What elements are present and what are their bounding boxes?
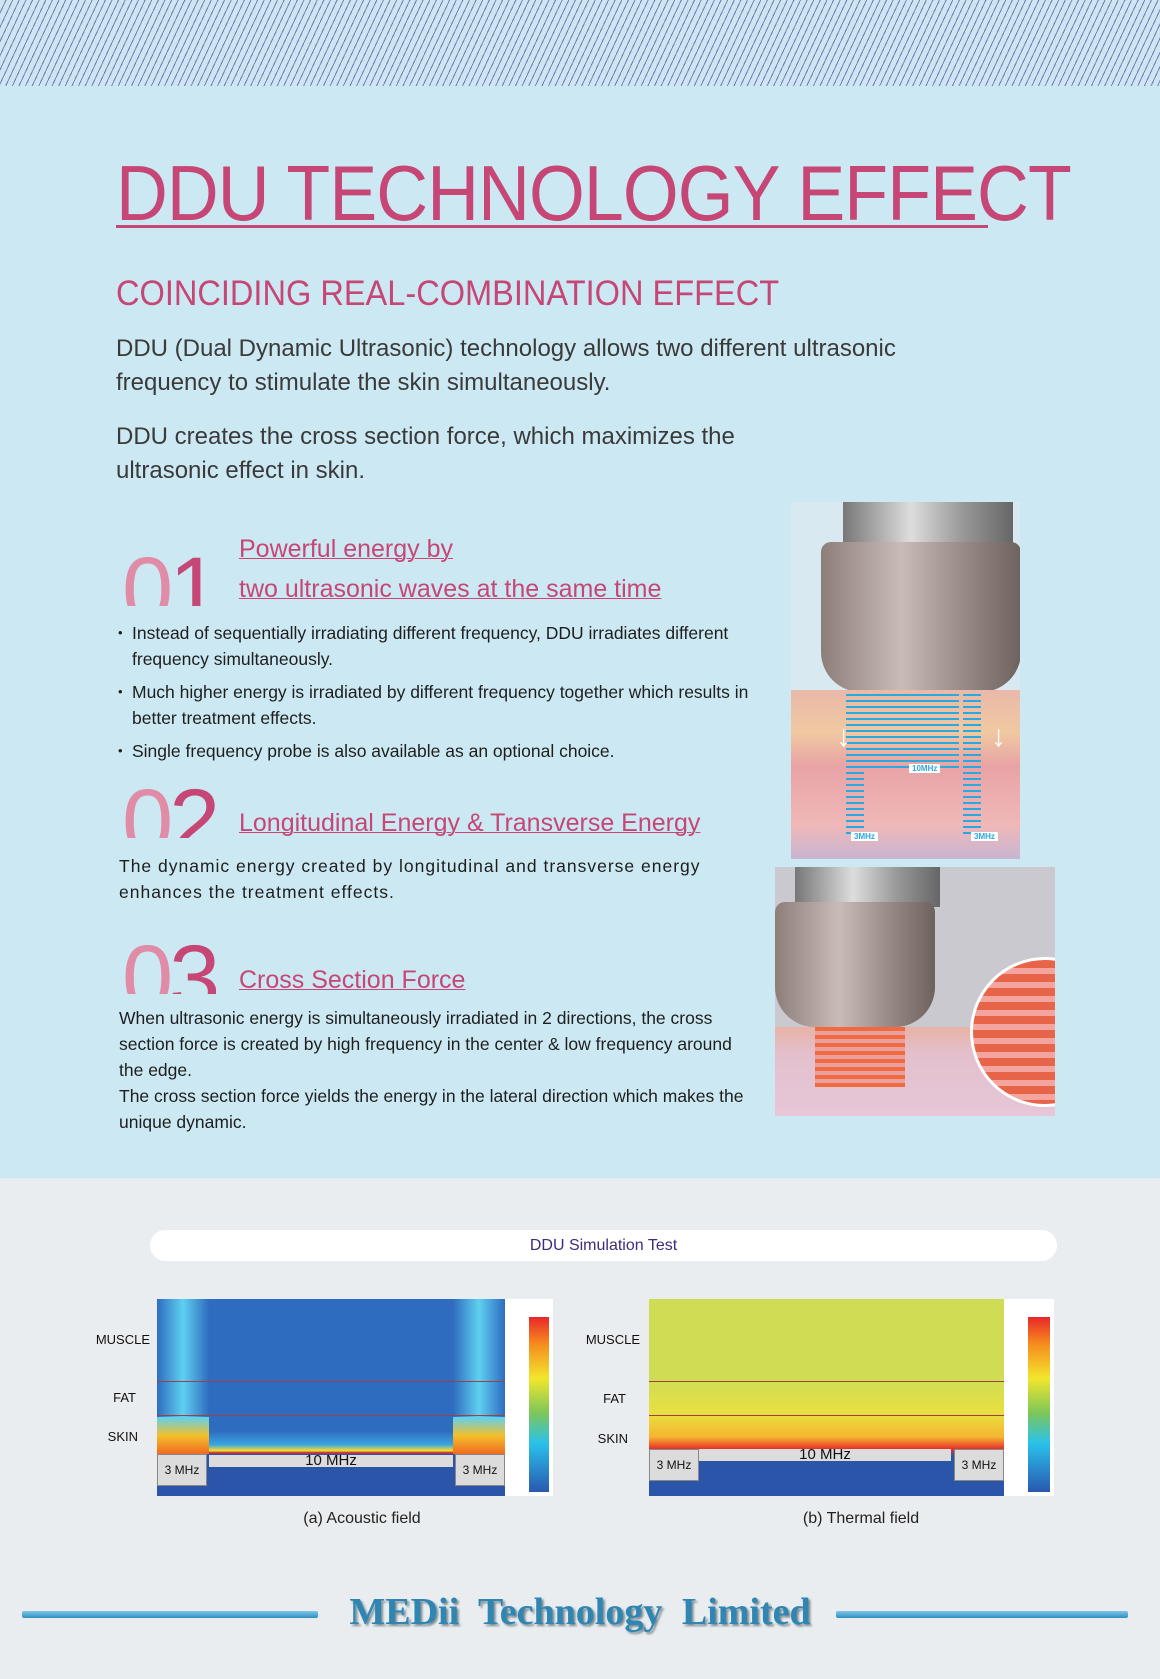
section-heading-02: Longitudinal Energy & Transverse Energy: [239, 809, 701, 837]
freq-10mhz: 10 MHz: [209, 1453, 453, 1468]
section-number-01: 01: [122, 544, 217, 606]
layer-label-fat: FAT: [113, 1390, 136, 1405]
page-title: DDU TECHNOLOGY EFFECT: [116, 149, 1072, 237]
label-10mhz: 10MHz: [909, 764, 941, 773]
footer-line-left: [22, 1611, 318, 1618]
acoustic-field-heatmap: 10 MHz 3 MHz 3 MHz: [157, 1299, 505, 1496]
freq-3mhz-left: 3 MHz: [649, 1449, 699, 1481]
arrow-down-icon: ↓: [991, 720, 1006, 753]
arrow-down-icon: ↓: [836, 720, 851, 753]
section-text-02: The dynamic energy created by longitudin…: [119, 856, 701, 902]
intro-paragraph-1: DDU (Dual Dynamic Ultrasonic) technology…: [116, 335, 896, 396]
cross-section-illustration: [775, 867, 1055, 1116]
simulation-title-bar: DDU Simulation Test: [150, 1230, 1057, 1261]
bullet-item: Much higher energy is irradiated by diff…: [118, 679, 758, 731]
caption-thermal: (b) Thermal field: [802, 1510, 920, 1527]
layer-label-skin: SKIN: [597, 1431, 628, 1446]
thermal-field-heatmap: 10 MHz 3 MHz 3 MHz: [649, 1299, 1004, 1496]
layer-label-muscle: MUSCLE: [95, 1332, 150, 1347]
acoustic-color-scale: [505, 1299, 553, 1496]
subtitle: COINCIDING REAL-COMBINATION EFFECT: [116, 274, 780, 313]
section-heading-03: Cross Section Force: [239, 966, 466, 994]
label-3mhz-right: 3MHz: [971, 832, 998, 841]
feature-bullet-list: Instead of sequentially irradiating diff…: [118, 620, 758, 771]
thermal-color-scale: [1004, 1299, 1054, 1496]
title-underline: [116, 225, 988, 228]
footer-line-right: [836, 1611, 1128, 1618]
layer-label-muscle: MUSCLE: [585, 1332, 640, 1347]
freq-3mhz-right: 3 MHz: [455, 1454, 505, 1486]
probe-wave-illustration: 10MHz 3MHz 3MHz ↓ ↓: [791, 502, 1020, 859]
intro-paragraph-2: DDU creates the cross section force, whi…: [116, 423, 735, 484]
bullet-item: Instead of sequentially irradiating diff…: [118, 620, 758, 672]
freq-3mhz-right: 3 MHz: [954, 1449, 1004, 1481]
label-3mhz-left: 3MHz: [851, 832, 878, 841]
caption-acoustic: (a) Acoustic field: [303, 1510, 421, 1527]
header-stripe-pattern: [0, 0, 1160, 86]
freq-10mhz: 10 MHz: [699, 1447, 951, 1462]
section-number-03: 03: [122, 932, 217, 994]
section-number-02: 02: [122, 776, 217, 838]
bullet-item: Single frequency probe is also available…: [118, 738, 758, 764]
layer-label-fat: FAT: [603, 1391, 626, 1406]
layer-label-skin: SKIN: [107, 1429, 138, 1444]
freq-3mhz-left: 3 MHz: [157, 1454, 207, 1486]
company-name: MEDii Technology Limited: [349, 1591, 811, 1633]
section-heading-01: Powerful energy by two ultrasonic waves a…: [239, 535, 662, 603]
section-text-03: When ultrasonic energy is simultaneously…: [119, 1008, 744, 1132]
